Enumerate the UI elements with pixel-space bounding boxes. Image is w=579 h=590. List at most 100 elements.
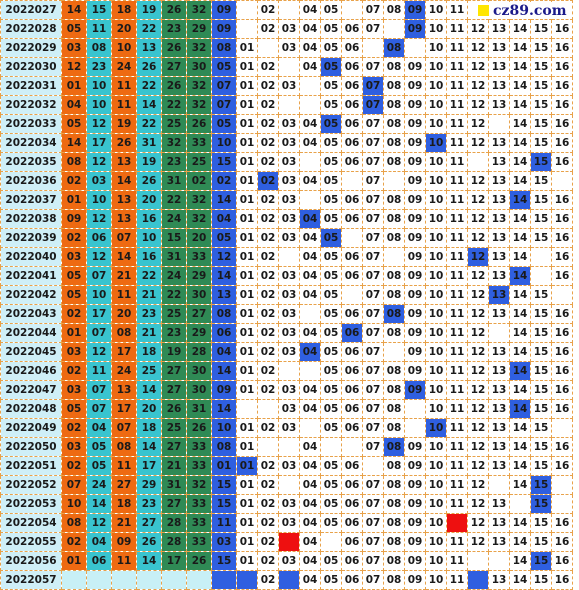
number-cell: 11 — [446, 114, 468, 134]
number-cell: 08 — [383, 266, 405, 286]
red-ball-cell: 04 — [61, 95, 87, 115]
red-ball-cell: 20 — [186, 228, 212, 248]
red-ball-cell: 15 — [161, 228, 187, 248]
number-cell: 02 — [257, 418, 279, 438]
number-cell: 02 — [257, 19, 279, 39]
number-cell: 06 — [341, 19, 363, 39]
number-cell — [278, 95, 300, 115]
red-ball-cell: 28 — [161, 532, 187, 552]
number-cell: 01 — [236, 114, 258, 134]
blue-ball-cell: 08 — [211, 304, 237, 324]
red-ball-cell: 11 — [111, 95, 137, 115]
number-cell: 16 — [551, 380, 573, 400]
number-cell: 07 — [362, 418, 384, 438]
number-cell: 01 — [236, 133, 258, 153]
number-cell: 12 — [467, 494, 489, 514]
number-cell — [530, 266, 552, 286]
red-ball-cell: 11 — [86, 361, 112, 381]
red-ball-cell: 12 — [86, 247, 112, 267]
number-cell: 11 — [446, 304, 468, 324]
number-cell: 10 — [425, 570, 447, 590]
blue-ball-cell: 09 — [211, 19, 237, 39]
number-cell: 10 — [425, 513, 447, 533]
number-cell: 01 — [236, 342, 258, 362]
number-cell: 02 — [257, 513, 279, 533]
blue-ball-cell: 07 — [211, 95, 237, 115]
hit-cell: 08 — [383, 38, 405, 58]
number-cell: 12 — [467, 19, 489, 39]
blue-ball-cell: 03 — [211, 532, 237, 552]
hit-cell: 12 — [467, 247, 489, 267]
number-cell: 14 — [509, 228, 531, 248]
number-cell — [488, 475, 510, 495]
number-cell: 05 — [320, 456, 342, 476]
blue-ball-cell: 09 — [211, 0, 237, 20]
table-row: 2022030 12 23 24 26 27 30 05 01 02 04 05 06 07 08 09 10 1… — [0, 57, 573, 77]
red-ball-cell: 04 — [86, 418, 112, 438]
number-cell: 15 — [530, 418, 552, 438]
number-cell: 06 — [341, 95, 363, 115]
number-cell: 05 — [320, 0, 342, 20]
blue-ball-cell: 04 — [211, 342, 237, 362]
number-cell: 01 — [236, 304, 258, 324]
hit-cell: 13 — [488, 285, 510, 305]
red-ball-cell: 12 — [86, 513, 112, 533]
red-ball-cell: 13 — [111, 380, 137, 400]
issue-number: 2022057 — [0, 570, 62, 590]
number-cell: 07 — [362, 247, 384, 267]
blue-ball-cell: 15 — [211, 494, 237, 514]
number-cell: 09 — [404, 171, 426, 191]
number-cell: 11 — [446, 57, 468, 77]
number-cell: 08 — [383, 532, 405, 552]
issue-number: 2022043 — [0, 304, 62, 324]
number-cell: 08 — [383, 323, 405, 343]
red-ball-cell: 23 — [136, 304, 162, 324]
red-ball-cell: 02 — [186, 171, 212, 191]
red-ball-cell: 23 — [136, 494, 162, 514]
issue-number: 2022047 — [0, 380, 62, 400]
red-ball-cell: 31 — [161, 247, 187, 267]
number-cell: 01 — [236, 361, 258, 381]
number-cell — [257, 437, 279, 457]
number-cell: 14 — [509, 323, 531, 343]
number-cell: 10 — [425, 532, 447, 552]
number-cell: 02 — [257, 114, 279, 134]
number-cell: 02 — [257, 247, 279, 267]
blue-ball-cell: 08 — [211, 437, 237, 457]
number-cell — [278, 57, 300, 77]
number-cell: 07 — [362, 304, 384, 324]
number-cell: 10 — [425, 209, 447, 229]
issue-number: 2022034 — [0, 133, 62, 153]
red-ball-cell: 23 — [161, 19, 187, 39]
number-cell: 09 — [404, 475, 426, 495]
number-cell — [236, 399, 258, 419]
red-ball-cell: 20 — [136, 399, 162, 419]
red-ball-cell: 07 — [61, 475, 87, 495]
blue-ball-cell: 15 — [211, 475, 237, 495]
number-cell: 10 — [425, 152, 447, 172]
red-ball-cell: 26 — [161, 76, 187, 96]
blue-ball-cell: 07 — [211, 76, 237, 96]
number-cell: 06 — [341, 57, 363, 77]
red-ball-cell: 10 — [86, 190, 112, 210]
number-cell: 01 — [236, 551, 258, 571]
number-cell — [341, 0, 363, 20]
red-ball-cell: 02 — [61, 532, 87, 552]
blue-ball-cell: 14 — [211, 361, 237, 381]
number-cell: 16 — [551, 152, 573, 172]
table-row: 2022056 01 06 11 14 17 26 15 01 02 03 04 05 06 07 08 09 1… — [0, 551, 573, 571]
number-cell: 05 — [320, 513, 342, 533]
number-cell: 14 — [509, 171, 531, 191]
blue-ball-cell: 05 — [211, 114, 237, 134]
number-cell: 03 — [278, 171, 300, 191]
hit-cell: 10 — [425, 418, 447, 438]
number-cell: 02 — [257, 570, 279, 590]
number-cell: 05 — [320, 190, 342, 210]
number-cell: 14 — [509, 285, 531, 305]
number-cell: 12 — [467, 475, 489, 495]
red-ball-cell: 22 — [161, 190, 187, 210]
number-cell: 13 — [488, 418, 510, 438]
red-ball-cell: 08 — [86, 38, 112, 58]
number-cell: 11 — [446, 342, 468, 362]
issue-number: 2022053 — [0, 494, 62, 514]
